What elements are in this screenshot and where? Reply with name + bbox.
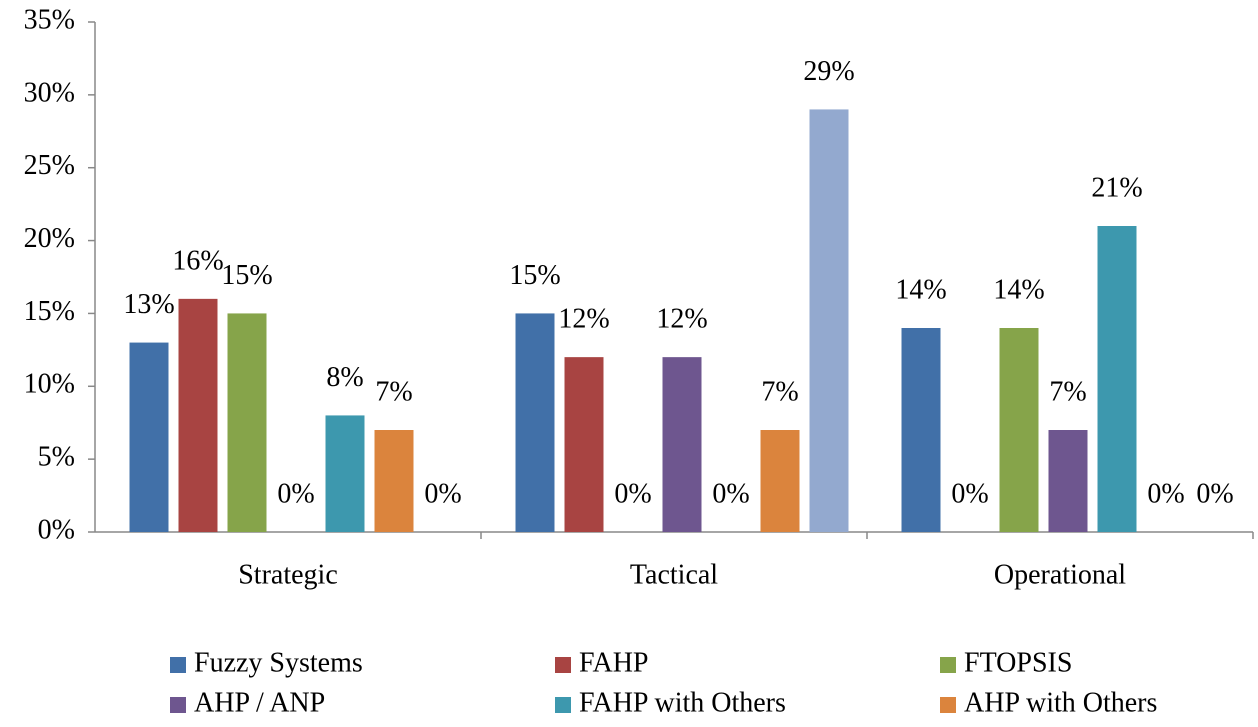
bar xyxy=(564,357,604,532)
value-label: 0% xyxy=(424,478,461,509)
value-label: 0% xyxy=(277,478,314,509)
legend-label: FTOPSIS xyxy=(964,647,1072,678)
y-tick-label: 0% xyxy=(38,514,75,545)
legend-swatch xyxy=(940,657,956,673)
bar xyxy=(1048,430,1088,532)
legend-label: Fuzzy Systems xyxy=(194,647,363,678)
bar xyxy=(901,328,941,532)
value-label: 15% xyxy=(221,260,272,291)
bar xyxy=(129,342,169,532)
value-label: 0% xyxy=(1147,478,1184,509)
y-tick-label: 15% xyxy=(24,296,75,327)
value-label: 0% xyxy=(1196,478,1233,509)
bar xyxy=(374,430,414,532)
y-tick-label: 30% xyxy=(24,77,75,108)
bar xyxy=(227,313,267,532)
x-tick-label: Strategic xyxy=(238,559,338,590)
legend-swatch xyxy=(555,697,571,713)
legend-label: AHP with Others xyxy=(964,687,1157,718)
value-label: 7% xyxy=(375,376,412,407)
value-label: 29% xyxy=(803,56,854,87)
value-label: 21% xyxy=(1091,172,1142,203)
value-label: 8% xyxy=(326,362,363,393)
value-label: 15% xyxy=(509,260,560,291)
bar xyxy=(809,109,849,532)
value-label: 7% xyxy=(1049,376,1086,407)
legend-label: FAHP xyxy=(579,647,649,678)
legend-swatch xyxy=(555,657,571,673)
y-tick-label: 10% xyxy=(24,369,75,400)
y-tick-label: 5% xyxy=(38,442,75,473)
value-label: 13% xyxy=(123,289,174,320)
value-label: 0% xyxy=(951,478,988,509)
legend-swatch xyxy=(170,657,186,673)
bar xyxy=(662,357,702,532)
bar xyxy=(1097,226,1137,532)
value-label: 14% xyxy=(993,274,1044,305)
legend-swatch xyxy=(940,697,956,713)
x-tick-label: Operational xyxy=(994,559,1126,590)
y-tick-label: 35% xyxy=(24,4,75,35)
y-tick-label: 25% xyxy=(24,150,75,181)
bar xyxy=(760,430,800,532)
y-tick-label: 20% xyxy=(24,223,75,254)
value-label: 12% xyxy=(656,304,707,335)
legend-label: FAHP with Others xyxy=(579,687,786,718)
value-label: 7% xyxy=(761,376,798,407)
value-label: 0% xyxy=(712,478,749,509)
legend-label: AHP / ANP xyxy=(194,687,325,718)
value-label: 14% xyxy=(895,274,946,305)
value-label: 0% xyxy=(614,478,651,509)
bar xyxy=(325,415,365,532)
value-label: 16% xyxy=(172,245,223,276)
bar xyxy=(178,298,218,532)
legend-swatch xyxy=(170,697,186,713)
bar xyxy=(515,313,555,532)
x-tick-label: Tactical xyxy=(630,559,718,590)
value-label: 12% xyxy=(558,304,609,335)
bar xyxy=(999,328,1039,532)
